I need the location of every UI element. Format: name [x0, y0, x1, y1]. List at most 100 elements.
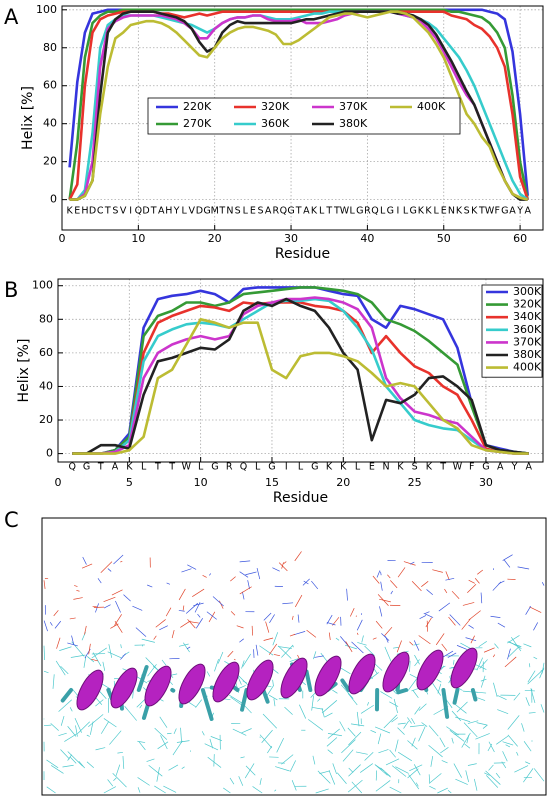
water-line — [349, 608, 355, 617]
solvent-line — [464, 743, 471, 749]
water-line — [97, 578, 102, 584]
y-tick-label: 80 — [39, 312, 53, 325]
side-chain — [340, 678, 351, 692]
solvent-line — [92, 652, 102, 667]
water-line — [269, 614, 275, 623]
solvent-line — [274, 789, 277, 792]
residue-label: Q — [371, 206, 378, 217]
solvent-line — [327, 728, 340, 739]
water-line — [230, 576, 236, 582]
solvent-line — [146, 758, 155, 762]
solvent-line — [74, 717, 82, 733]
solvent-line — [112, 773, 127, 788]
water-line — [413, 640, 420, 651]
residue-label: W — [485, 206, 495, 217]
water-line — [470, 635, 475, 644]
solvent-line — [476, 657, 484, 671]
water-line — [326, 614, 333, 625]
solvent-line — [403, 720, 409, 729]
solvent-line — [55, 660, 66, 676]
solvent-line — [533, 656, 538, 660]
side-chain — [441, 688, 450, 719]
water-line — [441, 643, 448, 652]
residue-label: L — [403, 206, 409, 217]
solvent-line — [89, 721, 94, 735]
water-line — [73, 597, 83, 600]
water-line — [525, 606, 532, 615]
water-line — [293, 631, 306, 635]
y-tick-label: 0 — [46, 447, 53, 460]
solvent-line — [449, 730, 465, 742]
solvent-line — [482, 724, 488, 729]
water-line — [410, 561, 415, 565]
water-line — [468, 579, 475, 584]
solvent-line — [86, 734, 90, 737]
water-line — [426, 589, 434, 595]
solvent-line — [281, 644, 294, 658]
solvent-line — [539, 667, 545, 679]
solvent-line — [141, 638, 155, 643]
solvent-line — [409, 764, 423, 772]
side-chain — [60, 688, 74, 703]
residue-label: K — [471, 206, 478, 217]
series-line — [72, 318, 529, 455]
solvent-line — [374, 764, 388, 776]
water-line — [438, 602, 451, 612]
residue-label: K — [426, 462, 433, 473]
legend-label: 380K — [513, 348, 542, 361]
panel-label: A — [4, 5, 19, 29]
solvent-line — [139, 704, 143, 709]
solvent-line — [321, 700, 338, 714]
residue-label: S — [464, 206, 470, 217]
water-line — [467, 583, 477, 593]
residue-label: A — [158, 206, 165, 217]
x-axis-title: Residue — [273, 490, 328, 506]
solvent-line — [275, 766, 290, 772]
residue-label: W — [340, 206, 350, 217]
residue-label: I — [397, 206, 400, 217]
solvent-line — [407, 740, 418, 750]
water-line — [326, 622, 336, 626]
legend-label: 400K — [513, 361, 542, 374]
image-frame — [41, 517, 547, 796]
water-line — [314, 655, 324, 658]
residue-label: G — [501, 206, 508, 217]
water-line — [113, 554, 124, 565]
helix-ribbon — [144, 665, 172, 707]
solvent-line — [86, 761, 94, 768]
residue-label: T — [154, 462, 161, 473]
solvent-line — [148, 764, 163, 777]
water-line — [477, 569, 484, 575]
water-line — [53, 610, 59, 617]
solvent-line — [50, 765, 64, 774]
water-line — [95, 603, 99, 613]
x-tick-label: 0 — [59, 232, 66, 245]
residue-label: A — [509, 206, 516, 217]
residue-label: A — [265, 206, 272, 217]
water-line — [381, 633, 390, 641]
water-line — [69, 617, 76, 620]
solvent-line — [259, 778, 262, 785]
residue-label: A — [497, 462, 504, 473]
water-line — [448, 616, 456, 626]
water-line — [165, 607, 172, 617]
solvent-line — [513, 692, 521, 701]
solvent-line — [70, 654, 85, 658]
solvent-line — [161, 659, 167, 666]
water-line — [178, 610, 185, 612]
residue-label: A — [525, 462, 532, 473]
solvent-line — [327, 733, 342, 737]
water-line — [107, 568, 112, 572]
solvent-line — [308, 719, 324, 731]
residue-label: G — [482, 462, 489, 473]
series-line — [69, 10, 529, 201]
solvent-line — [241, 660, 245, 669]
solvent-line — [315, 788, 329, 794]
water-line — [541, 582, 545, 586]
water-line — [384, 626, 393, 637]
solvent-line — [178, 643, 189, 647]
solvent-line — [430, 756, 434, 767]
solvent-line — [364, 645, 375, 656]
water-line — [185, 602, 199, 614]
water-line — [263, 637, 274, 641]
